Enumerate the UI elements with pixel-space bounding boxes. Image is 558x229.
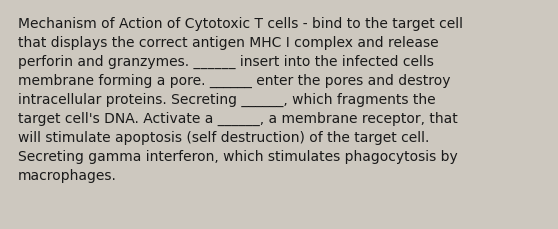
- Text: Mechanism of Action of Cytotoxic T cells - bind to the target cell
that displays: Mechanism of Action of Cytotoxic T cells…: [18, 17, 463, 182]
